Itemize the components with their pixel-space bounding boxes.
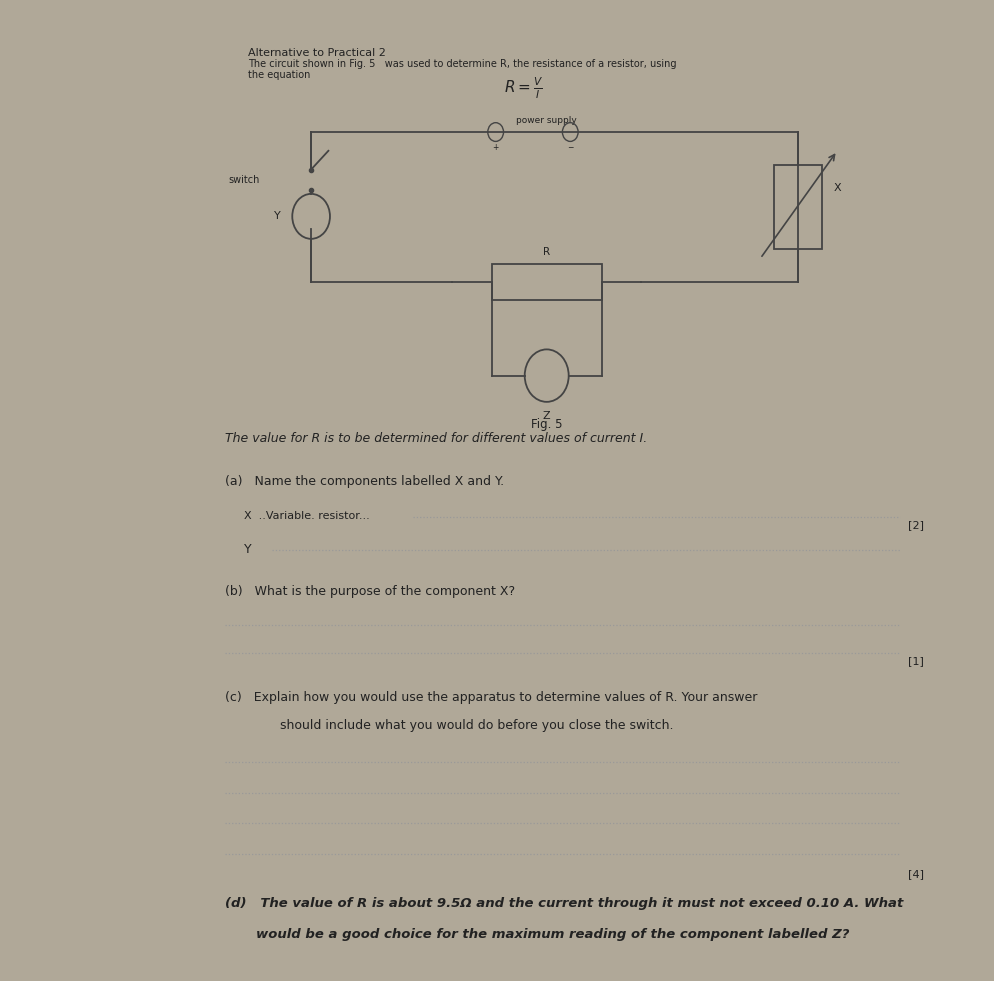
Text: The value for R is to be determined for different values of current I.: The value for R is to be determined for … bbox=[225, 432, 647, 444]
Text: The circuit shown in Fig. 5   was used to determine R, the resistance of a resis: The circuit shown in Fig. 5 was used to … bbox=[248, 59, 677, 69]
Text: would be a good choice for the maximum reading of the component labelled Z?: would be a good choice for the maximum r… bbox=[256, 928, 850, 942]
Text: −: − bbox=[567, 143, 574, 152]
Text: [1]: [1] bbox=[908, 655, 923, 666]
Text: the equation: the equation bbox=[248, 71, 311, 80]
Text: (c)   Explain how you would use the apparatus to determine values of R. Your ans: (c) Explain how you would use the appara… bbox=[225, 692, 757, 704]
Text: Y: Y bbox=[273, 211, 280, 222]
Text: $R = \frac{V}{I}$: $R = \frac{V}{I}$ bbox=[504, 76, 543, 101]
Text: Y: Y bbox=[245, 543, 252, 556]
Text: (d)   The value of R is about 9.5Ω and the current through it must not exceed 0.: (d) The value of R is about 9.5Ω and the… bbox=[225, 898, 904, 910]
Text: power supply: power supply bbox=[516, 116, 578, 125]
Text: (b)   What is the purpose of the component X?: (b) What is the purpose of the component… bbox=[225, 586, 515, 598]
Text: X: X bbox=[833, 183, 841, 193]
Text: +: + bbox=[492, 143, 499, 152]
Text: Alternative to Practical 2: Alternative to Practical 2 bbox=[248, 48, 387, 58]
Text: X  ..Variable. resistor...: X ..Variable. resistor... bbox=[245, 510, 370, 521]
Text: Fig. 5: Fig. 5 bbox=[531, 418, 563, 431]
Text: [2]: [2] bbox=[908, 520, 923, 530]
Text: Z: Z bbox=[543, 411, 551, 421]
Text: [4]: [4] bbox=[908, 869, 923, 879]
Text: should include what you would do before you close the switch.: should include what you would do before … bbox=[279, 719, 673, 733]
Text: switch: switch bbox=[229, 175, 260, 184]
Text: R: R bbox=[543, 246, 551, 257]
Text: (a)   Name the components labelled X and Y.: (a) Name the components labelled X and Y… bbox=[225, 475, 504, 488]
